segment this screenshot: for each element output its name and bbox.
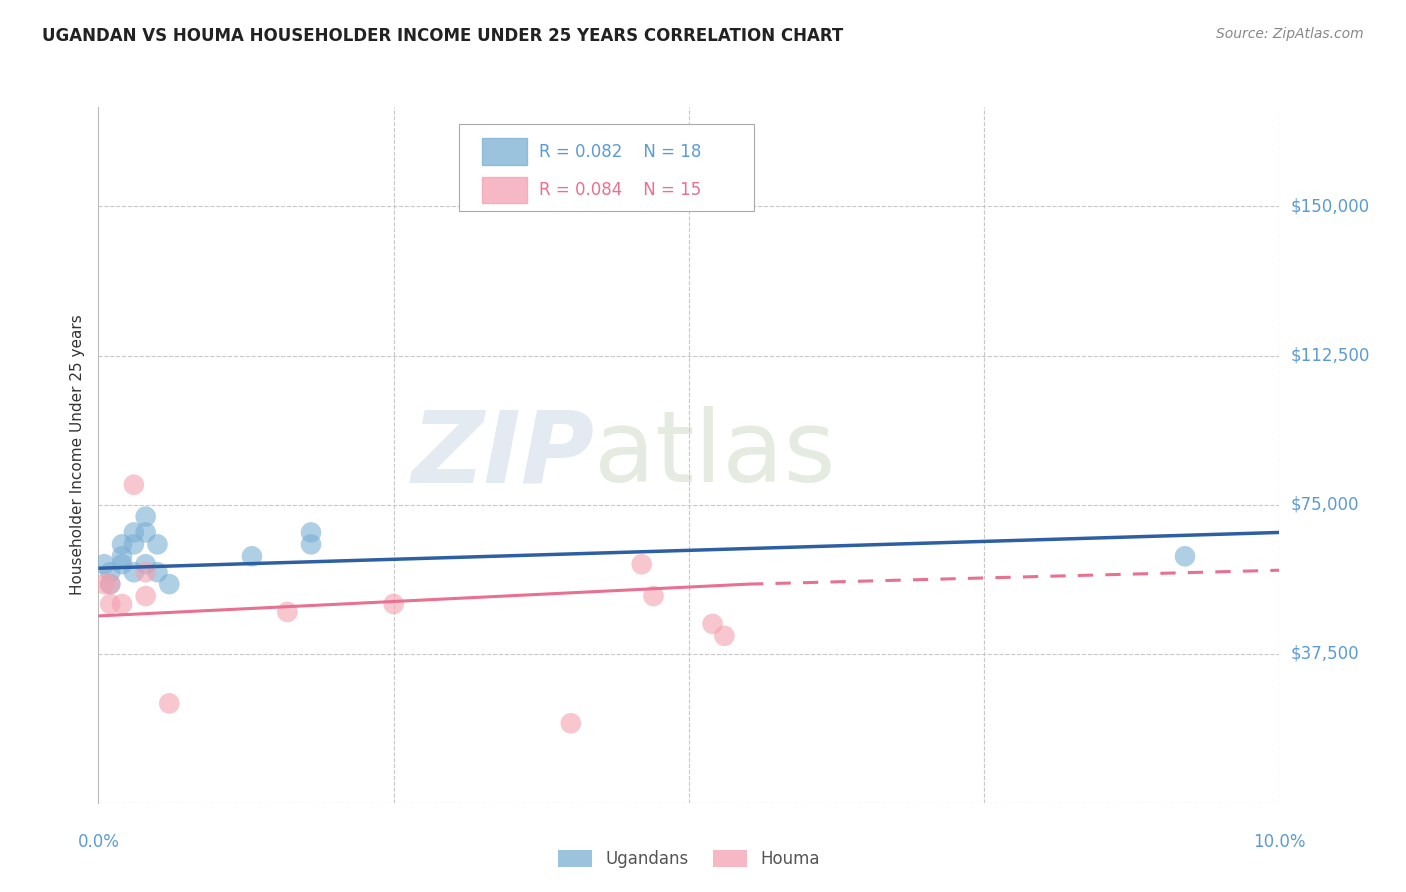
Point	[146, 565, 169, 579]
Point	[240, 549, 263, 564]
Y-axis label: Householder Income Under 25 years: Householder Income Under 25 years	[70, 315, 86, 595]
Bar	[482, 177, 527, 203]
Point	[643, 589, 665, 603]
Point	[98, 577, 121, 591]
Point	[111, 549, 134, 564]
Point	[713, 629, 735, 643]
Point	[299, 525, 322, 540]
Point	[702, 616, 724, 631]
Point	[98, 597, 121, 611]
Text: 0.0%: 0.0%	[77, 833, 120, 851]
Bar	[482, 138, 527, 165]
Point	[1174, 549, 1197, 564]
Point	[382, 597, 405, 611]
Text: ZIP: ZIP	[412, 407, 595, 503]
Point	[111, 597, 134, 611]
Text: Source: ZipAtlas.com: Source: ZipAtlas.com	[1216, 27, 1364, 41]
Point	[146, 537, 169, 551]
Text: $112,500: $112,500	[1291, 346, 1369, 365]
Point	[560, 716, 582, 731]
Text: 10.0%: 10.0%	[1253, 833, 1306, 851]
Point	[122, 537, 145, 551]
Legend: Ugandans, Houma: Ugandans, Houma	[551, 843, 827, 874]
Point	[93, 558, 115, 572]
Text: $150,000: $150,000	[1291, 197, 1369, 216]
Point	[630, 558, 652, 572]
Point	[93, 577, 115, 591]
Point	[157, 697, 180, 711]
Text: R = 0.082    N = 18: R = 0.082 N = 18	[538, 143, 702, 161]
Point	[135, 525, 157, 540]
Point	[276, 605, 298, 619]
FancyBboxPatch shape	[458, 124, 754, 211]
Point	[122, 477, 145, 491]
Point	[98, 565, 121, 579]
Point	[122, 525, 145, 540]
Point	[135, 565, 157, 579]
Text: R = 0.084    N = 15: R = 0.084 N = 15	[538, 181, 702, 199]
Point	[157, 577, 180, 591]
Point	[135, 558, 157, 572]
Point	[135, 509, 157, 524]
Point	[122, 565, 145, 579]
Point	[135, 589, 157, 603]
Point	[98, 577, 121, 591]
Point	[111, 537, 134, 551]
Text: $75,000: $75,000	[1291, 496, 1360, 514]
Text: atlas: atlas	[595, 407, 837, 503]
Point	[299, 537, 322, 551]
Text: $37,500: $37,500	[1291, 645, 1360, 663]
Text: UGANDAN VS HOUMA HOUSEHOLDER INCOME UNDER 25 YEARS CORRELATION CHART: UGANDAN VS HOUMA HOUSEHOLDER INCOME UNDE…	[42, 27, 844, 45]
Point	[111, 558, 134, 572]
